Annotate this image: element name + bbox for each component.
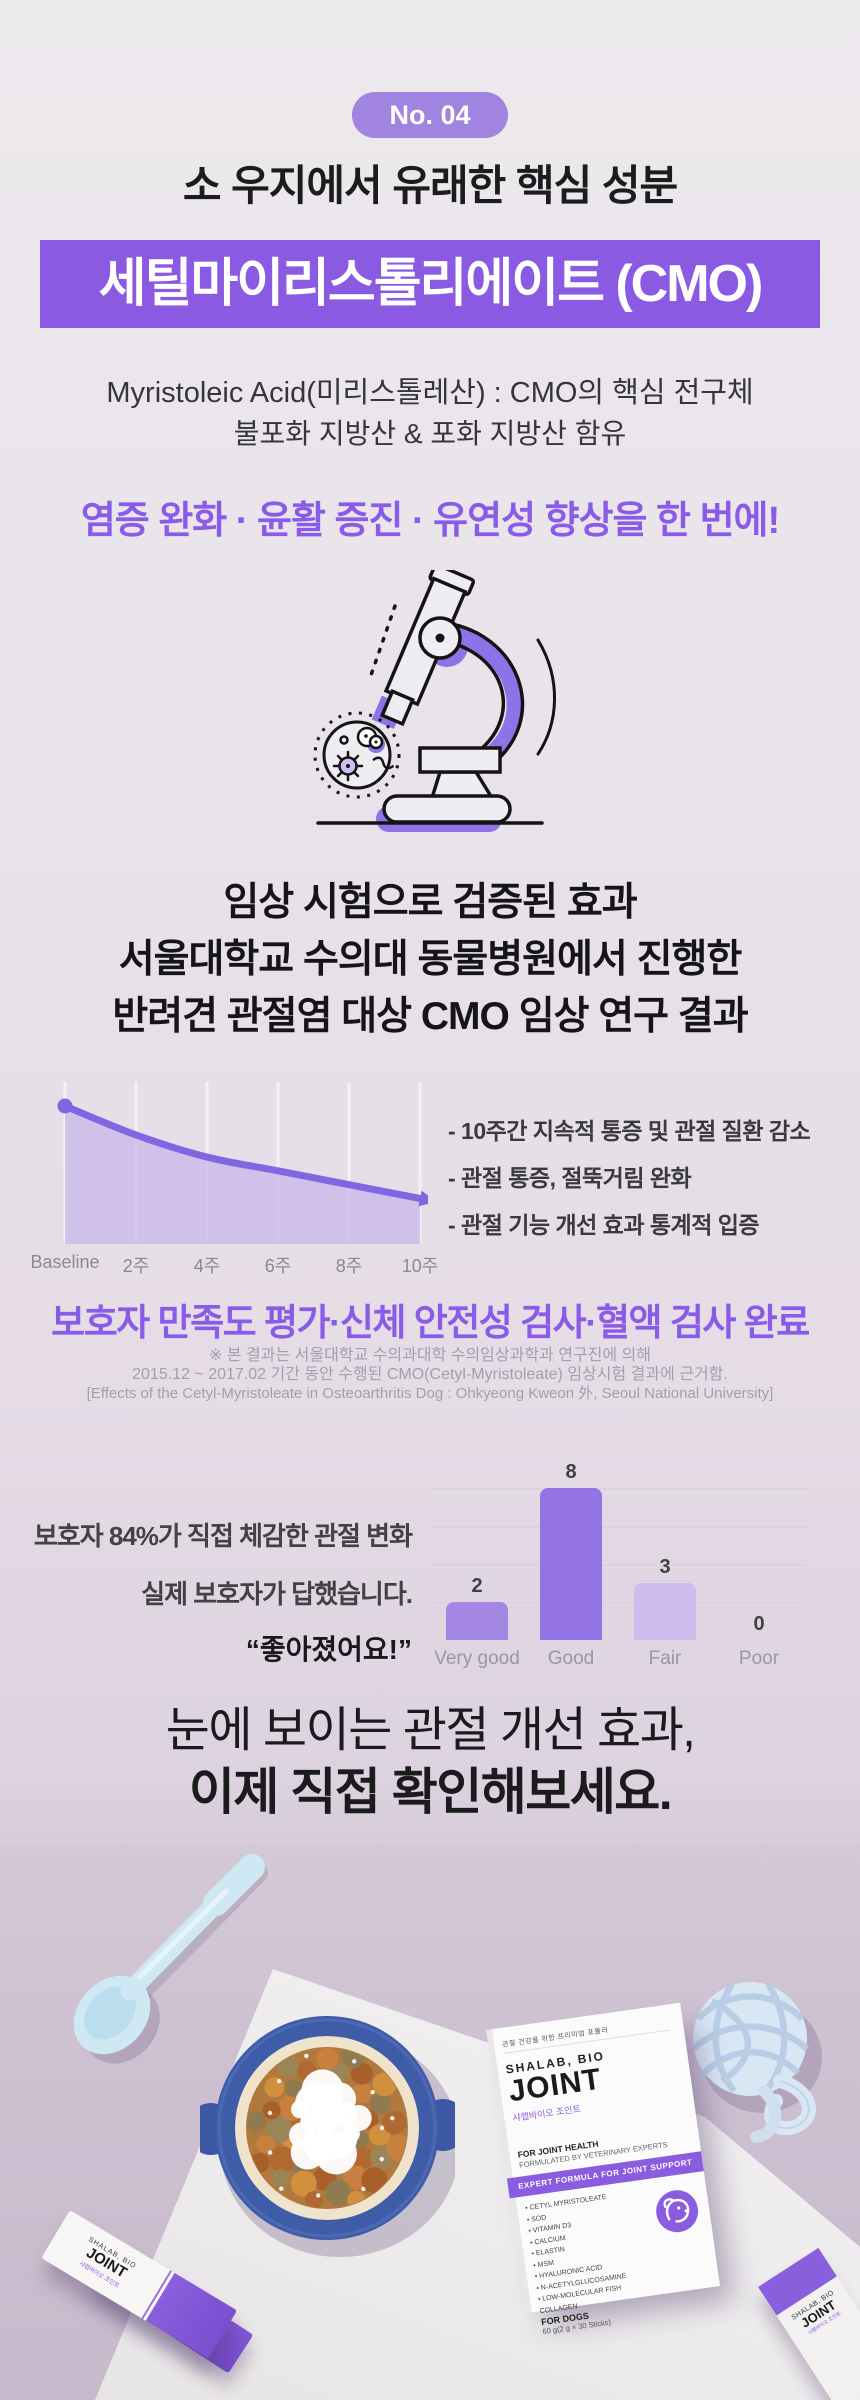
box-ingredients-list: • CETYL MYRISTOLEATE • SOD • VITAMIN D3 • C… — [525, 2187, 657, 2317]
survey-quote: “좋아졌어요!” — [245, 1634, 412, 1665]
bar-chart-gridline — [430, 1488, 806, 1490]
section-heading: 소 우지에서 유래한 핵심 성분 — [182, 162, 678, 209]
blue-bowl-with-kibble — [200, 2016, 455, 2257]
bar-chart-gridline — [430, 1526, 806, 1528]
survey-line-1: 보호자 84%가 직접 체감한 관절 변화 — [33, 1521, 413, 1551]
survey-text-block: 보호자 84%가 직접 체감한 관절 변화 실제 보호자가 답했습니다. “좋아… — [30, 1516, 413, 1668]
teaspoon-image — [73, 1854, 268, 2064]
footnote-line-3: [Effects of the Cetyl-Myristoleate in Os… — [86, 1385, 774, 1402]
clinical-findings-list: - 10주간 지속적 통증 및 관절 질환 감소 - 관절 통증, 절뚝거림 완화… — [448, 1116, 848, 1257]
cta-line-1: 눈에 보이는 관절 개선 효과, — [165, 1704, 696, 1757]
bar-value-label: 8 — [565, 1461, 577, 1483]
satisfaction-line: 보호자 만족도 평가·신체 안전성 검사·혈액 검사 완료 — [51, 1302, 810, 1343]
bar-fair — [634, 1583, 696, 1640]
ingredient-subline-1: Myristoleic Acid(미리스톨레산) : CMO의 핵심 전구체 — [106, 377, 754, 409]
bar-category-label: Very good — [434, 1648, 520, 1669]
finding-item: - 관절 기능 개선 효과 통계적 입증 — [448, 1212, 760, 1238]
product-box: 관절 건강을 위한 프리미엄 포뮬러 SHALAB, BIO JOINT 샤랩바… — [486, 2002, 720, 2336]
line-chart-tick: 10주 — [401, 1256, 439, 1276]
clinical-line-3: 반려견 관절염 대상 CMO 임상 연구 결과 — [112, 995, 748, 1038]
finding-item: - 관절 통증, 절뚝거림 완화 — [448, 1165, 692, 1191]
ingredient-subline-2: 불포화 지방산 & 포화 지방산 함유 — [233, 418, 627, 449]
line-chart-tick: 8주 — [335, 1256, 363, 1276]
bar-category-label: Poor — [738, 1648, 780, 1669]
product-photo-scene: 관절 건강을 위한 프리미엄 포뮬러 SHALAB, BIO JOINT 샤랩바… — [0, 1845, 860, 2400]
survey-line-2: 실제 보호자가 답했습니다. — [141, 1579, 413, 1609]
bar-chart-gridline — [430, 1564, 806, 1566]
dog-head-icon — [656, 2190, 699, 2233]
bar-good — [540, 1488, 602, 1640]
ingredient-banner: 세틸마이리스톨리에이트 (CMO) — [40, 240, 820, 328]
bar-category-label: Fair — [648, 1648, 682, 1669]
footnote-line-1: ※ 본 결과는 서울대학교 수의과대학 수의임상과학과 연구진에 의해 — [209, 1347, 651, 1364]
microscope-icon — [313, 570, 556, 832]
satisfaction-bar-chart: 2 Very good 8 Good 3 Fair 0 Poor — [430, 1460, 810, 1675]
bar-value-label: 0 — [753, 1613, 765, 1635]
line-chart-tick: 2주 — [122, 1256, 150, 1276]
bar-very-good — [446, 1602, 508, 1640]
benefit-line: 염증 완화 · 윤활 증진 · 유연성 향상을 한 번에! — [80, 500, 780, 542]
number-badge: No. 04 — [352, 92, 508, 138]
bar-value-label: 2 — [471, 1575, 483, 1597]
bar-value-label: 3 — [659, 1556, 671, 1578]
line-chart-tick: 4주 — [193, 1256, 221, 1276]
study-footnote: ※ 본 결과는 서울대학교 수의과대학 수의임상과학과 연구진에 의해 2015… — [0, 1346, 860, 1403]
footnote-line-2: 2015.12 ~ 2017.02 기간 동안 수행된 CMO(Cetyl-My… — [132, 1366, 728, 1383]
line-chart-x-labels: Baseline 2주 4주 6주 8주 10주 — [30, 1252, 438, 1276]
bar-category-label: Good — [547, 1648, 595, 1669]
finding-item: - 10주간 지속적 통증 및 관절 질환 감소 — [448, 1118, 811, 1144]
clinical-line-2: 서울대학교 수의대 동물병원에서 진행한 — [118, 938, 742, 981]
line-chart-tick: 6주 — [264, 1256, 292, 1276]
rope-knot-ball — [690, 1982, 822, 2143]
cta-line-2: 이제 직접 확인해보세요. — [188, 1764, 673, 1820]
bar-chart-gridline — [430, 1602, 806, 1604]
clinical-title: 임상 시험으로 검증된 효과 — [223, 881, 637, 924]
line-chart-tick: Baseline — [30, 1252, 100, 1272]
pain-trend-line-chart — [57, 1082, 428, 1244]
